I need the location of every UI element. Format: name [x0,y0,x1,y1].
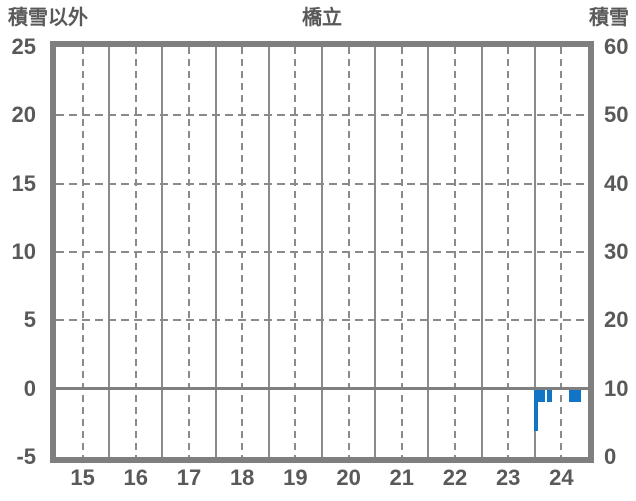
y-left-tick-label: 15 [11,170,36,196]
right-axis-title: 積雪 [589,7,629,29]
x-tick-label: 17 [176,465,202,490]
x-tick-label: 19 [283,465,308,490]
plot-area [56,47,588,457]
y-left-tick-label: 5 [23,307,36,333]
data-bar [537,388,545,403]
gridline-horizontal-dashed [56,182,588,185]
x-tick-label: 24 [549,465,574,490]
x-tick-label: 21 [389,465,415,490]
zero-line [56,387,588,391]
left-axis-title: 積雪以外 [8,7,88,29]
y-right-tick-label: 20 [604,307,629,333]
gridline-horizontal-dashed [56,319,588,322]
y-right-tick-label: 30 [604,239,629,264]
x-tick-label: 20 [336,465,361,490]
y-left-tick-label: 20 [11,102,36,128]
y-right-tick-label: 0 [604,444,617,469]
x-tick-label: 23 [495,465,521,490]
y-right-tick-label: 10 [604,375,629,401]
x-tick-label: 15 [70,465,95,490]
x-tick-label: 16 [123,465,149,490]
data-bar [533,388,538,432]
gridline-horizontal-dashed [56,114,588,117]
y-left-tick-label: 25 [11,34,36,59]
y-right-tick-label: 50 [604,102,629,128]
plot-frame [50,41,594,463]
data-bar [569,388,581,403]
chart-title: 橋立 [302,7,342,29]
x-tick-label: 22 [442,465,468,490]
data-bar [547,388,553,403]
y-left-tick-label: 10 [11,239,36,264]
y-left-tick-label: -5 [16,444,36,469]
x-tick-label: 18 [229,465,255,490]
y-right-tick-label: 60 [604,34,629,59]
y-right-tick-label: 40 [604,170,629,196]
y-left-tick-label: 0 [23,375,36,401]
gridline-horizontal-dashed [56,251,588,253]
